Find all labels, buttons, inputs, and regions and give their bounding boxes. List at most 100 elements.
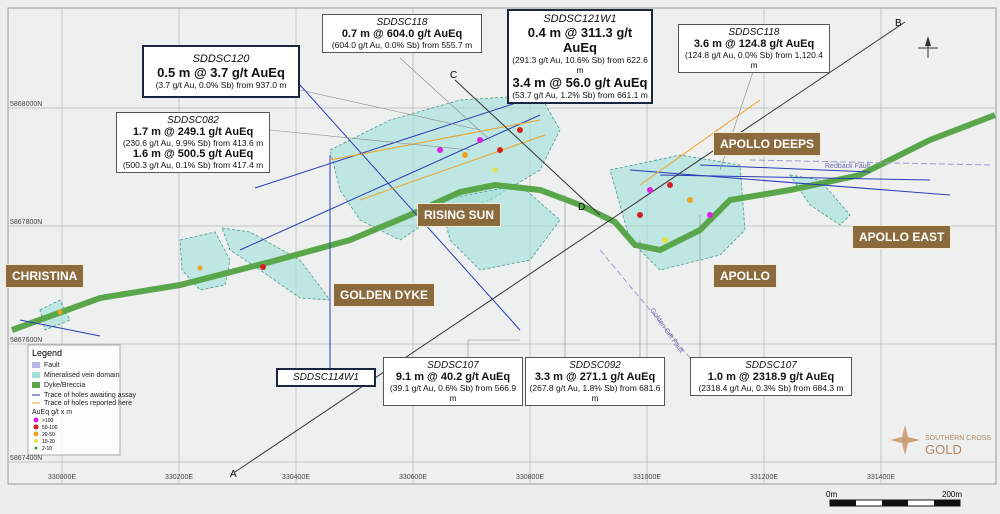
intercept-detail: (500.3 g/t Au, 0.1% Sb) from 417.4 m (122, 160, 264, 170)
callout: SDDSC114W1 (276, 368, 376, 387)
callout: SDDSC118 0.7 m @ 604.0 g/t AuEq (604.0 g… (322, 14, 482, 53)
legend-grade: >100 (42, 418, 53, 424)
place-label: APOLLO EAST (852, 225, 952, 249)
drill-trace (659, 174, 931, 181)
drill-trace (299, 84, 521, 331)
scale-bar-segment (882, 500, 908, 506)
logo-text: SOUTHERN CROSS (925, 435, 991, 442)
place-label: GOLDEN DYKE (333, 283, 436, 307)
leader-lines (269, 57, 756, 357)
legend-title: Legend (32, 348, 62, 358)
intercept: 0.5 m @ 3.7 g/t AuEq (157, 65, 285, 80)
scale-label: 200m (942, 490, 962, 499)
dot (517, 127, 523, 133)
legend-grade: 50-100 (42, 425, 58, 431)
legend-grade-title: AuEq g/t x m (32, 409, 72, 416)
intercept-detail: (230.6 g/t Au, 9.9% Sb) from 413.6 m (122, 138, 264, 148)
legend-box (27, 344, 121, 456)
hole-id: SDDSC092 (569, 360, 621, 371)
dot (707, 212, 713, 218)
easting-label: 330800E (516, 474, 544, 481)
fault-label: Redback Fault (825, 163, 870, 170)
dyke (10, 112, 997, 333)
intercept-detail: (291.3 g/t Au, 10.6% Sb) from 622.6 m (512, 55, 648, 75)
legend-swatch (32, 362, 40, 368)
intercept: 3.3 m @ 271.1 g/t AuEq (534, 371, 656, 383)
legend-dot (33, 424, 39, 430)
scale-bar-segment (934, 500, 960, 506)
callout: SDDSC107 9.1 m @ 40.2 g/t AuEq (39.1 g/t… (383, 357, 523, 406)
fault (599, 249, 701, 371)
callout: SDDSC107 1.0 m @ 2318.9 g/t AuEq (2318.4… (690, 357, 852, 396)
northing-label: 5868000N (10, 101, 42, 108)
legend-swatch (32, 372, 40, 378)
intercept-detail: (124.8 g/t Au, 0.0% Sb) from 1,120.4 m (685, 50, 823, 70)
hole-id: SDDSC118 (376, 17, 428, 28)
legend-label: Trace of holes awaiting assay (44, 392, 136, 399)
place-label: APOLLO DEEPS (713, 132, 822, 156)
hole-id: SDDSC118 (728, 27, 780, 38)
dot (667, 182, 673, 188)
legend-grade: 2-10 (42, 446, 52, 452)
drill-trace (629, 169, 951, 196)
callout: SDDSC092 3.3 m @ 271.1 g/t AuEq (267.8 g… (525, 357, 665, 406)
section-label: C (450, 70, 457, 81)
intercept-detail: (2318.4 g/t Au, 0.3% Sb) from 684.3 m (698, 383, 844, 393)
legend-dot (33, 431, 39, 437)
intercept: 1.7 m @ 249.1 g/t AuEq (132, 126, 254, 138)
callout: SDDSC082 1.7 m @ 249.1 g/t AuEq (230.6 g… (116, 112, 270, 173)
place-label: APOLLO (713, 264, 777, 288)
legend-dot (34, 439, 38, 443)
easting-label: 330600E (399, 474, 427, 481)
drill-trace (699, 164, 871, 173)
intercept: 0.7 m @ 604.0 g/t AuEq (341, 28, 463, 40)
leader-line (299, 89, 481, 131)
callout: SDDSC120 0.5 m @ 3.7 g/t AuEq (3.7 g/t A… (142, 45, 300, 98)
dot (437, 147, 443, 153)
north-arrow (918, 36, 938, 58)
dot (492, 167, 498, 173)
dot (497, 147, 503, 153)
dot (260, 264, 266, 270)
scale-bar-segment (830, 500, 856, 506)
dot (57, 309, 63, 315)
logo: SOUTHERN CROSS GOLD (890, 425, 991, 457)
hole-id: SDDSC121W1 (543, 13, 617, 25)
dot (637, 212, 643, 218)
drill-trace (19, 319, 101, 337)
section-label: B (895, 18, 902, 29)
dot (477, 137, 483, 143)
dot (647, 187, 653, 193)
easting-label: 331000E (633, 474, 661, 481)
hole-id: SDDSC120 (192, 53, 250, 65)
section-line (234, 21, 906, 473)
legend-label: Mineralised vein domain (44, 372, 120, 379)
legend-label: Trace of holes reported here (44, 400, 132, 407)
leader-line (269, 129, 471, 151)
legend-dot (33, 417, 39, 423)
intercept: 1.0 m @ 2318.9 g/t AuEq (707, 371, 835, 383)
dot (462, 152, 468, 158)
section-line (454, 79, 601, 216)
intercept-detail: (267.8 g/t Au, 1.8% Sb) from 681.6 m (529, 383, 661, 403)
intercept-detail: (39.1 g/t Au, 0.6% Sb) from 566.9 m (389, 383, 517, 403)
easting-label: 330000E (48, 474, 76, 481)
legend-grade: 10-20 (42, 439, 55, 445)
place-label: RISING SUN (417, 203, 502, 227)
northing-label: 5867800N (10, 219, 42, 226)
scale-label: 0m (826, 490, 837, 499)
scale-bar: 0m 200m (826, 490, 962, 507)
north-arrow-head (925, 36, 931, 46)
intercept: 0.4 m @ 311.3 g/t AuEq (527, 25, 633, 55)
dot (197, 265, 203, 271)
vein-domains (39, 94, 851, 331)
drill-trace (639, 99, 761, 186)
vein-domain (329, 94, 561, 241)
easting-label: 330200E (165, 474, 193, 481)
intercept-detail: (53.7 g/t Au, 1.2% Sb) from 661.1 m (512, 90, 648, 100)
intercept: 3.4 m @ 56.0 g/t AuEq (512, 75, 648, 90)
legend-grade: 20-50 (42, 432, 55, 438)
callout: SDDSC118 3.6 m @ 124.8 g/t AuEq (124.8 g… (678, 24, 830, 73)
northing-label: 5867600N (10, 337, 42, 344)
